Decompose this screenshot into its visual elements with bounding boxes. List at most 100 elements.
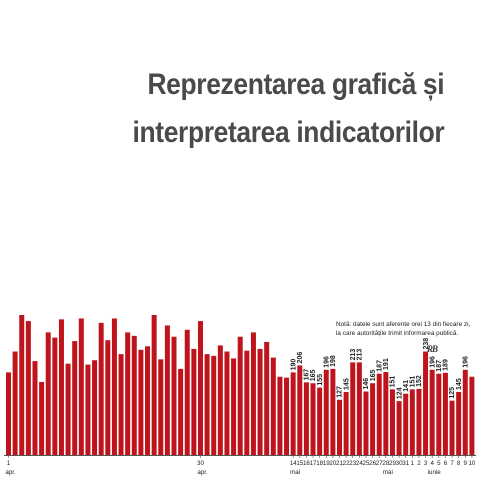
publisher-logo: RB — [427, 344, 438, 354]
bar-3 — [19, 315, 25, 455]
bar-29 — [191, 348, 197, 455]
bar-26 — [171, 336, 177, 455]
bar-17 — [111, 318, 117, 455]
bar-13 — [85, 364, 91, 455]
bar-71 — [469, 376, 475, 455]
bar-10 — [65, 363, 71, 455]
bar-67 — [442, 372, 448, 455]
x-tick-label: 3 — [424, 460, 428, 467]
chart-note-line-1: Notă: datele sunt aferente orei 13 din f… — [336, 321, 471, 328]
x-tick-label: 25 — [363, 460, 370, 467]
bar-14 — [92, 360, 98, 455]
bar-31 — [204, 354, 210, 455]
x-tick-label: 20 — [329, 460, 336, 467]
bar-56 — [370, 383, 376, 455]
bar-18 — [118, 354, 124, 455]
x-tick-label: 5 — [437, 460, 441, 467]
bar-39 — [257, 348, 263, 455]
bar-35 — [231, 358, 237, 455]
bar-37 — [244, 350, 250, 455]
bar-45 — [297, 365, 303, 455]
x-tick-label: 26 — [369, 460, 376, 467]
bar-34 — [224, 351, 230, 455]
bar-60 — [396, 401, 402, 455]
bar-38 — [250, 332, 256, 455]
bar-value-label: 187 — [376, 360, 383, 372]
bar-57 — [376, 373, 382, 455]
bar-value-label: 125 — [449, 387, 456, 399]
bar-7 — [45, 332, 51, 455]
chart-note: Notă: datele sunt aferente orei 13 din f… — [336, 320, 470, 338]
bar-value-label: 145 — [456, 378, 463, 390]
page-title-line-1: Reprezentarea grafică și — [147, 68, 444, 101]
bar-value-label: 213 — [350, 349, 357, 361]
bar-value-label: 187 — [436, 360, 443, 372]
bar-value-label: 196 — [462, 356, 469, 368]
bar-44 — [290, 372, 296, 455]
bar-70 — [462, 369, 468, 455]
bar-36 — [237, 336, 243, 455]
chart-note-line-2: la care autoritățile trimit informarea p… — [336, 330, 459, 337]
bar-22 — [145, 346, 151, 455]
bar-value-label: 213 — [357, 349, 364, 361]
bar-40 — [264, 341, 270, 455]
bar-28 — [184, 329, 190, 455]
bar-11 — [72, 341, 78, 455]
bar-value-label: 127 — [337, 386, 344, 398]
bar-41 — [270, 357, 276, 455]
x-tick-label: 16 — [303, 460, 310, 467]
bar-value-label: 196 — [323, 356, 330, 368]
bar-48 — [317, 387, 323, 455]
bar-value-label: 146 — [363, 378, 370, 390]
bar-52 — [343, 391, 349, 455]
bar-2 — [12, 351, 18, 455]
bar-value-label: 196 — [429, 356, 436, 368]
bar-value-label: 145 — [343, 378, 350, 390]
bar-33 — [217, 345, 223, 455]
month-label: mai — [383, 469, 393, 476]
month-label: apr. — [5, 469, 16, 476]
bar-value-label: 238 — [423, 338, 430, 350]
x-tick-label: 8 — [457, 460, 461, 467]
x-tick-label: 2 — [417, 460, 421, 467]
x-tick-label: 30 — [197, 460, 204, 467]
bar-32 — [211, 355, 217, 455]
x-tick-label: 30 — [396, 460, 403, 467]
bar-46 — [303, 382, 309, 455]
bar-59 — [389, 389, 395, 455]
bar-value-label: 141 — [403, 380, 410, 392]
x-tick-label: 10 — [468, 460, 475, 467]
bar-value-label: 151 — [410, 376, 417, 388]
bar-9 — [58, 319, 64, 455]
bar-64 — [423, 351, 429, 455]
bar-value-label: 124 — [396, 387, 403, 399]
bar-61 — [403, 393, 409, 455]
bar-51 — [337, 399, 342, 455]
bar-65 — [429, 369, 435, 455]
bar-value-label: 152 — [416, 375, 423, 387]
bar-25 — [164, 325, 170, 455]
bar-69 — [456, 391, 462, 455]
bar-value-label: 198 — [330, 355, 337, 367]
bar-value-label: 165 — [370, 369, 377, 381]
bar-20 — [131, 335, 137, 455]
x-tick-label: 18 — [316, 460, 323, 467]
x-tick-label: 27 — [376, 460, 383, 467]
bar-43 — [284, 377, 290, 455]
bar-66 — [436, 373, 442, 455]
bar-24 — [158, 359, 164, 455]
page-title-line-2: interpretarea indicatorilor — [132, 116, 444, 149]
x-tick-label: 28 — [382, 460, 389, 467]
bar-55 — [363, 391, 369, 455]
bar-value-label: 206 — [297, 352, 304, 364]
x-tick-label: 19 — [323, 460, 330, 467]
bar-49 — [323, 369, 329, 455]
x-tick-label: 22 — [343, 460, 350, 467]
bar-1 — [6, 372, 11, 455]
x-tick-label: 15 — [296, 460, 303, 467]
x-tick-label: 14 — [290, 460, 297, 467]
x-tick-label: 29 — [389, 460, 396, 467]
x-tick-label: 1 — [7, 460, 11, 467]
bar-value-label: 191 — [383, 358, 390, 370]
